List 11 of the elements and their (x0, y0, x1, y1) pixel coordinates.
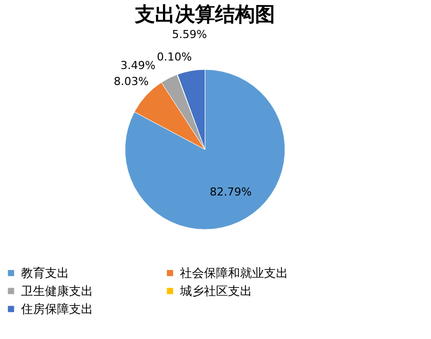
legend-label: 住房保障支出 (20, 302, 93, 316)
data-label: 8.03% (114, 74, 149, 88)
legend-label: 教育支出 (21, 266, 69, 280)
legend-label: 社会保障和就业支出 (180, 266, 288, 280)
data-label: 0.10% (156, 50, 192, 64)
legend-label: 卫生健康支出 (21, 284, 93, 298)
chart-title: 支出决算结构图 (134, 2, 275, 26)
data-label: 5.59% (172, 28, 208, 42)
legend-label: 城乡社区支出 (179, 284, 252, 298)
data-label: 82.79% (210, 185, 252, 198)
data-label: 3.49% (120, 59, 156, 72)
